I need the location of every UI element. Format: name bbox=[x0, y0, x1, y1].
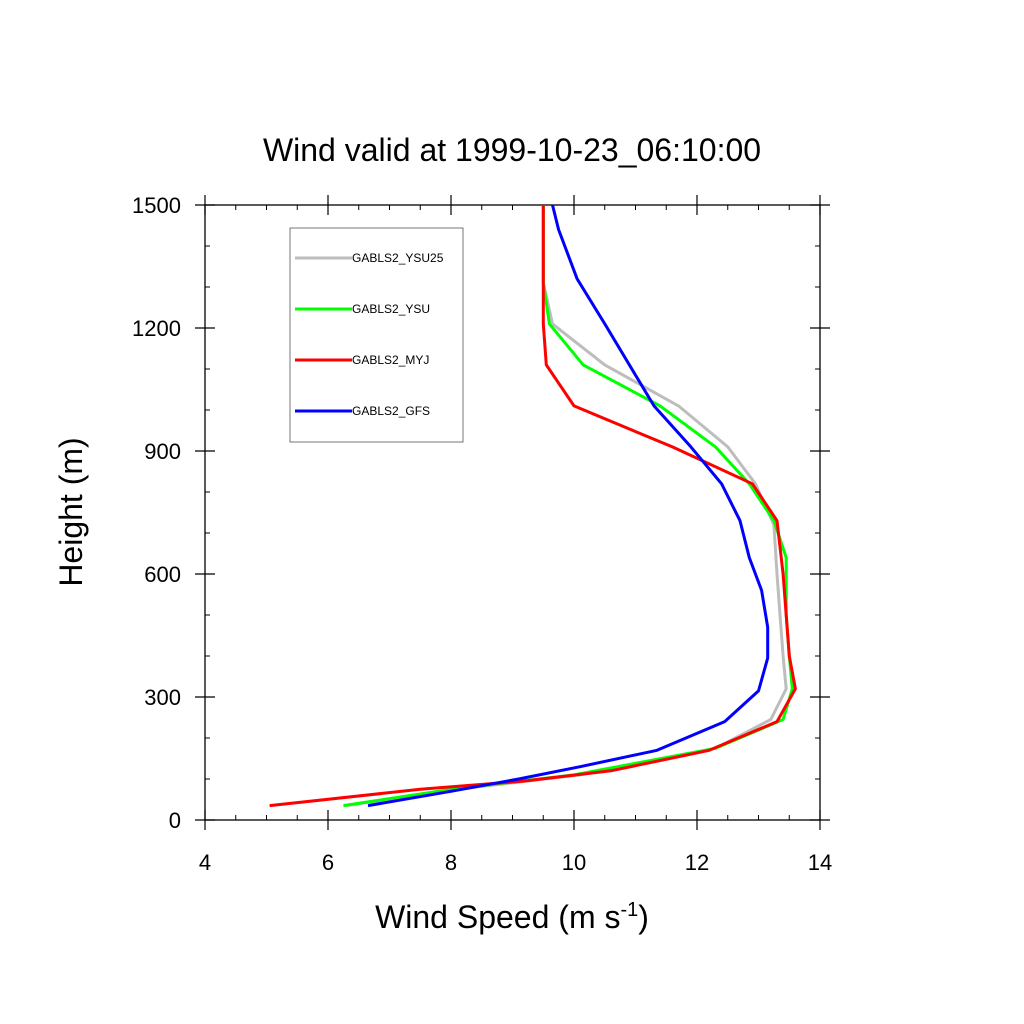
y-axis-title: Height (m) bbox=[53, 437, 89, 586]
y-tick-labels: 0 300 600 900 1200 1500 bbox=[132, 193, 181, 833]
x-tick-label-2: 8 bbox=[445, 850, 457, 875]
series-line-gabls2-myj bbox=[269, 205, 797, 808]
y-tick-label-1: 300 bbox=[144, 685, 181, 710]
legend-label-1: GABLS2_YSU bbox=[352, 302, 430, 316]
chart-title: Wind valid at 1999-10-23_06:10:00 bbox=[263, 132, 761, 168]
x-tick-label-4: 12 bbox=[685, 850, 709, 875]
x-tick-labels: 4 6 8 10 12 14 bbox=[199, 850, 832, 875]
legend-label-2: GABLS2_MYJ bbox=[352, 353, 429, 367]
y-tick-label-0: 0 bbox=[169, 808, 181, 833]
legend-label-3: GABLS2_GFS bbox=[352, 404, 430, 418]
major-ticks bbox=[195, 195, 830, 830]
x-tick-label-3: 10 bbox=[562, 850, 586, 875]
x-tick-label-5: 14 bbox=[808, 850, 832, 875]
y-tick-label-3: 900 bbox=[144, 439, 181, 464]
series-lines bbox=[269, 204, 797, 808]
y-tick-label-5: 1500 bbox=[132, 193, 181, 218]
x-axis-title: Wind Speed (m s-1) bbox=[375, 899, 649, 935]
legend-box bbox=[289, 227, 464, 443]
x-tick-label-1: 6 bbox=[322, 850, 334, 875]
legend: GABLS2_YSU25 GABLS2_YSU GABLS2_MYJ GABLS2_G… bbox=[289, 227, 464, 443]
x-tick-label-0: 4 bbox=[199, 850, 211, 875]
minor-ticks bbox=[205, 205, 820, 820]
legend-label-0: GABLS2_YSU25 bbox=[352, 251, 444, 265]
y-tick-label-4: 1200 bbox=[132, 316, 181, 341]
series-line-gabls2-gfs bbox=[367, 204, 770, 808]
y-tick-label-2: 600 bbox=[144, 562, 181, 587]
